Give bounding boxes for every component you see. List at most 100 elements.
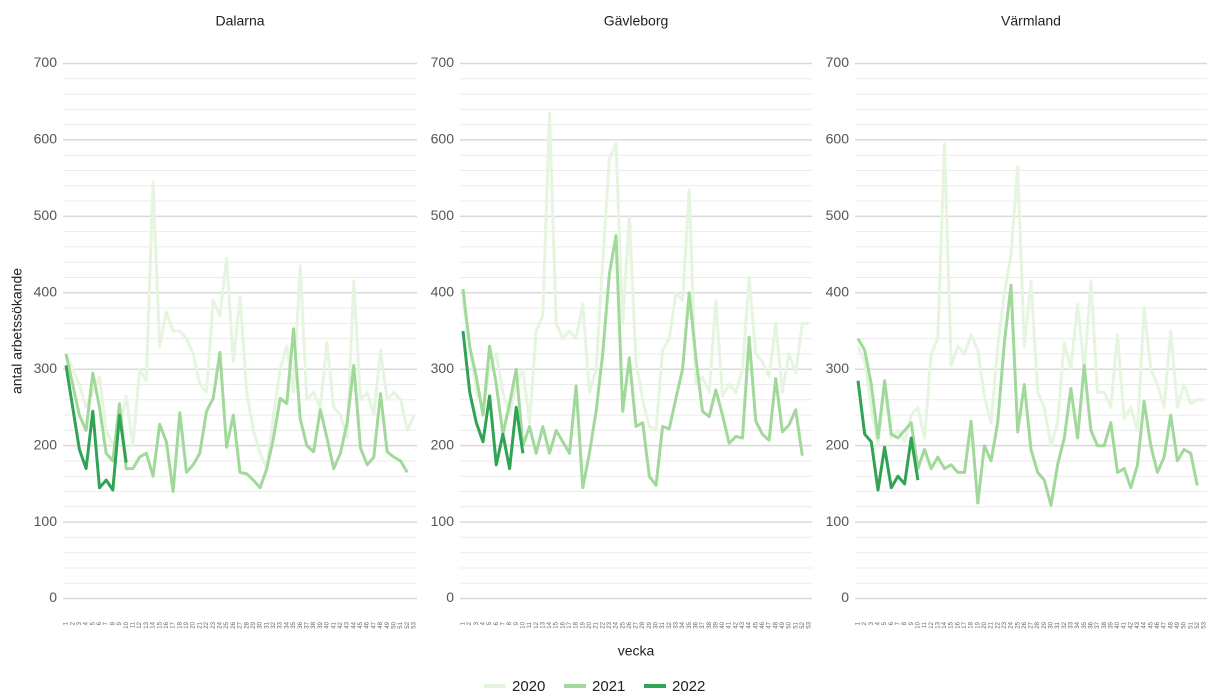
x-tick-label: 31 [1055,621,1061,628]
x-tick-label: 41 [331,621,337,628]
x-tick-label: 20 [191,621,197,628]
x-tick-label: 1 [64,621,70,625]
x-tick-label: 10 [915,621,921,628]
y-tick-label: 700 [826,54,850,70]
y-tick-label: 400 [826,283,850,299]
x-tick-label: 19 [580,621,586,628]
x-tick-label: 11 [527,621,533,628]
x-tick-label: 17 [567,621,573,628]
series-line [856,283,1199,507]
x-tick-label: 52 [405,621,411,628]
x-tick-label: 53 [412,621,418,628]
x-tick-label: 30 [258,621,264,628]
x-tick-label: 23 [607,621,613,628]
x-tick-label: 4 [481,621,487,625]
x-tick-label: 24 [614,621,620,628]
x-tick-label: 27 [634,621,640,628]
x-tick-label: 5 [882,621,888,625]
x-tick-label: 52 [1195,621,1201,628]
x-tick-label: 4 [876,621,882,625]
y-tick-label: 700 [431,54,455,70]
x-tick-label: 11 [922,621,928,628]
x-tick-label: 47 [767,621,773,628]
x-tick-label: 16 [164,621,170,628]
x-tick-label: 12 [534,621,540,628]
x-tick-label: 52 [800,621,806,628]
x-tick-label: 25 [620,621,626,628]
x-tick-label: 30 [1049,621,1055,628]
x-tick-label: 16 [955,621,961,628]
x-tick-label: 7 [501,621,507,625]
x-tick-label: 44 [351,621,357,628]
x-tick-label: 50 [1182,621,1188,628]
x-tick-label: 46 [365,621,371,628]
x-tick-label: 45 [358,621,364,628]
x-tick-label: 22 [600,621,606,628]
y-tick-label: 0 [49,589,57,605]
x-tick-label: 12 [137,621,143,628]
x-tick-label: 29 [251,621,257,628]
y-tick-label: 0 [446,589,454,605]
y-tick-label: 500 [826,207,850,223]
x-tick-label: 34 [1075,621,1081,628]
x-tick-label: 37 [700,621,706,628]
x-tick-label: 24 [1009,621,1015,628]
y-tick-label: 600 [34,131,58,147]
x-tick-label: 1 [856,621,862,625]
x-tick-label: 24 [218,621,224,628]
x-tick-label: 10 [124,621,130,628]
series-line [64,180,416,471]
x-tick-label: 43 [345,621,351,628]
y-tick-label: 300 [826,360,850,376]
x-tick-label: 26 [1022,621,1028,628]
x-tick-label: 26 [231,621,237,628]
x-tick-label: 40 [325,621,331,628]
legend-label: 2021 [592,678,625,695]
x-tick-label: 25 [1015,621,1021,628]
y-tick-label: 400 [34,283,58,299]
x-tick-label: 39 [713,621,719,628]
x-tick-label: 53 [807,621,813,628]
x-tick-label: 39 [1108,621,1114,628]
x-tick-label: 17 [962,621,968,628]
series-line [856,142,1204,448]
x-tick-label: 36 [693,621,699,628]
x-tick-label: 18 [969,621,975,628]
x-tick-label: 19 [184,621,190,628]
series-line [461,330,525,471]
x-tick-label: 42 [1128,621,1134,628]
x-tick-label: 13 [144,621,150,628]
x-tick-label: 12 [929,621,935,628]
x-tick-label: 2 [862,621,868,625]
x-tick-label: 6 [97,621,103,625]
x-tick-label: 30 [654,621,660,628]
x-tick-label: 23 [1002,621,1008,628]
y-tick-label: 0 [841,589,849,605]
x-tick-label: 27 [1029,621,1035,628]
panel-title: Värmland [1001,13,1061,29]
x-tick-label: 41 [1122,621,1128,628]
x-tick-label: 18 [574,621,580,628]
x-tick-label: 42 [733,621,739,628]
x-tick-label: 40 [1115,621,1121,628]
x-tick-label: 48 [773,621,779,628]
x-tick-label: 28 [640,621,646,628]
x-tick-label: 47 [371,621,377,628]
y-tick-label: 300 [431,360,455,376]
series-line [64,365,128,492]
x-tick-label: 13 [935,621,941,628]
x-tick-label: 20 [587,621,593,628]
x-tick-label: 47 [1162,621,1168,628]
y-tick-label: 600 [431,131,455,147]
x-tick-label: 41 [727,621,733,628]
y-tick-label: 700 [34,54,58,70]
x-tick-label: 32 [271,621,277,628]
x-tick-label: 7 [104,621,110,625]
x-tick-label: 48 [1168,621,1174,628]
x-tick-label: 5 [487,621,493,625]
x-tick-label: 15 [157,621,163,628]
x-tick-label: 9 [909,621,915,625]
legend-label: 2022 [672,678,705,695]
x-tick-label: 28 [244,621,250,628]
x-tick-label: 26 [627,621,633,628]
